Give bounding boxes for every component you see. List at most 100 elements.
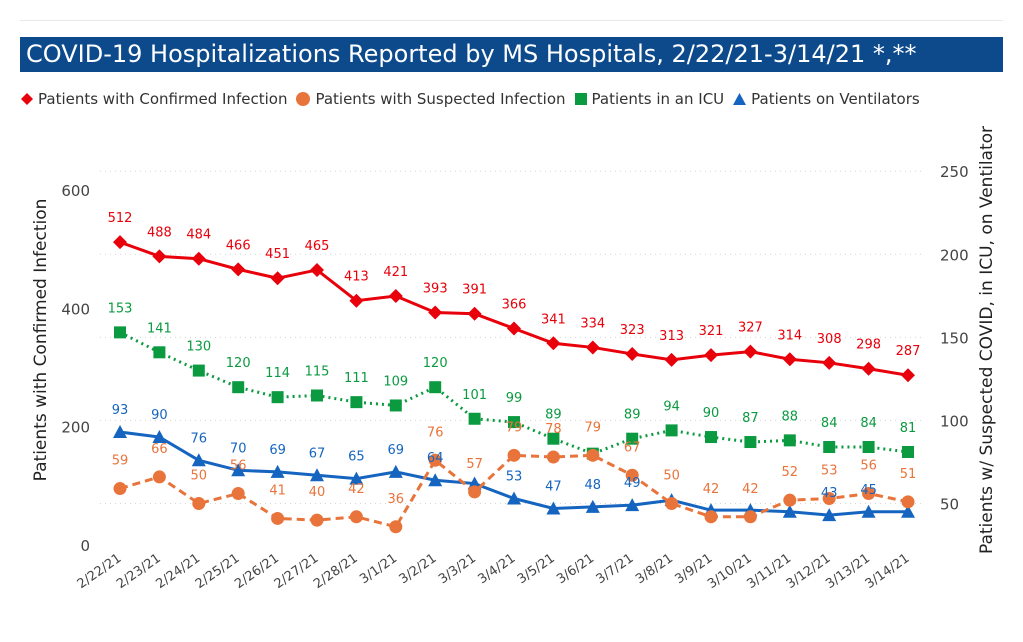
- data-point-diamond: [191, 251, 206, 266]
- data-point-diamond: [901, 368, 915, 383]
- left-axis-title: Patients with Confirmed Infection: [31, 199, 51, 482]
- data-point-diamond: [585, 340, 600, 355]
- data-label: 308: [817, 332, 842, 347]
- data-point-circle: [743, 510, 757, 524]
- data-point-triangle: [152, 430, 167, 444]
- left-tick-label: 600: [61, 182, 90, 200]
- data-point-diamond: [467, 306, 482, 321]
- data-point-triangle: [270, 464, 285, 478]
- data-label: 111: [344, 371, 369, 386]
- right-axis-title: Patients w/ Suspected COVID, in ICU, on …: [977, 126, 997, 554]
- data-label: 109: [383, 374, 408, 389]
- x-tick-label: 2/26/21: [232, 551, 282, 592]
- data-label: 130: [186, 340, 211, 355]
- x-tick-label: 3/1/21: [357, 551, 400, 587]
- data-point-circle: [586, 448, 600, 462]
- data-point-square: [350, 396, 363, 409]
- data-point-circle: [113, 482, 127, 496]
- data-point-diamond: [743, 344, 758, 359]
- data-label: 52: [782, 465, 799, 480]
- x-tick-label: 2/24/21: [153, 551, 203, 592]
- data-point-circle: [862, 487, 876, 501]
- x-tick-label: 3/3/21: [436, 551, 479, 587]
- x-tick-label: 3/11/21: [744, 551, 794, 592]
- data-point-square: [271, 391, 284, 404]
- data-point-diamond: [625, 346, 640, 361]
- data-label: 76: [191, 431, 208, 446]
- data-point-triangle: [191, 453, 206, 467]
- data-point-diamond: [822, 355, 837, 370]
- x-tick-label: 3/10/21: [705, 551, 755, 592]
- data-label: 391: [462, 283, 487, 298]
- data-point-square: [862, 441, 875, 454]
- data-point-circle: [704, 510, 718, 524]
- legend-label-confirmed: Patients with Confirmed Infection: [38, 90, 288, 108]
- data-label: 45: [860, 483, 877, 498]
- data-point-triangle: [901, 504, 915, 518]
- data-label: 466: [226, 238, 251, 253]
- right-tick-label: 100: [940, 412, 969, 430]
- data-point-diamond: [270, 271, 285, 286]
- data-point-triangle: [388, 464, 403, 478]
- legend-label-suspected: Patients with Suspected Infection: [315, 90, 566, 108]
- data-label: 298: [856, 338, 881, 353]
- data-label: 115: [305, 365, 330, 380]
- data-label: 314: [777, 328, 802, 343]
- square-icon: [574, 93, 587, 105]
- data-point-square: [311, 389, 323, 402]
- data-label: 51: [900, 467, 917, 482]
- data-label: 53: [506, 470, 523, 485]
- data-point-circle: [428, 453, 442, 467]
- data-label: 89: [545, 408, 562, 423]
- data-label: 66: [151, 442, 168, 457]
- data-label: 512: [108, 211, 133, 226]
- data-label: 79: [585, 420, 602, 435]
- legend-item-suspected[interactable]: Patients with Suspected Infection: [295, 90, 566, 108]
- x-tick-label: 3/4/21: [475, 551, 518, 587]
- data-label: 48: [585, 478, 602, 493]
- top-divider: [20, 20, 1003, 21]
- data-label: 84: [821, 416, 838, 431]
- data-point-triangle: [625, 498, 640, 512]
- legend-item-confirmed[interactable]: Patients with Confirmed Infection: [20, 90, 287, 108]
- data-point-square: [389, 399, 402, 412]
- left-tick-label: 200: [61, 419, 90, 437]
- data-point-circle: [665, 497, 679, 510]
- right-tick-label: 200: [940, 246, 969, 264]
- data-label: 42: [348, 482, 365, 497]
- data-label: 64: [427, 451, 444, 466]
- data-label: 341: [541, 312, 566, 327]
- data-label: 313: [659, 329, 684, 344]
- legend-item-ventilators[interactable]: Patients on Ventilators: [732, 90, 920, 108]
- x-tick-label: 3/8/21: [633, 551, 676, 587]
- x-tick-label: 3/14/21: [863, 551, 913, 592]
- data-label: 87: [742, 411, 759, 426]
- data-point-triangle: [546, 501, 561, 515]
- data-point-square: [902, 445, 914, 458]
- data-point-circle: [192, 497, 206, 510]
- data-point-square: [744, 436, 757, 449]
- data-label: 84: [860, 416, 877, 431]
- data-label: 93: [112, 403, 129, 418]
- right-tick-label: 150: [940, 329, 969, 347]
- data-label: 114: [265, 366, 290, 381]
- data-label: 484: [186, 228, 211, 243]
- data-point-triangle: [507, 491, 521, 505]
- data-label: 78: [545, 422, 562, 437]
- data-point-triangle: [782, 504, 797, 518]
- data-label: 49: [624, 476, 641, 491]
- x-tick-label: 3/5/21: [515, 551, 558, 587]
- x-tick-label: 2/25/21: [193, 551, 243, 592]
- data-point-circle: [546, 450, 560, 464]
- data-point-circle: [152, 470, 166, 484]
- data-label: 334: [580, 316, 605, 331]
- data-point-triangle: [231, 463, 246, 477]
- data-point-diamond: [861, 361, 876, 376]
- data-point-circle: [625, 468, 639, 482]
- data-label: 65: [348, 450, 365, 465]
- data-point-square: [665, 424, 678, 437]
- data-label: 90: [151, 408, 168, 423]
- data-point-square: [783, 434, 796, 447]
- legend-item-icu[interactable]: Patients in an ICU: [574, 90, 724, 108]
- left-tick-label: 400: [61, 300, 90, 318]
